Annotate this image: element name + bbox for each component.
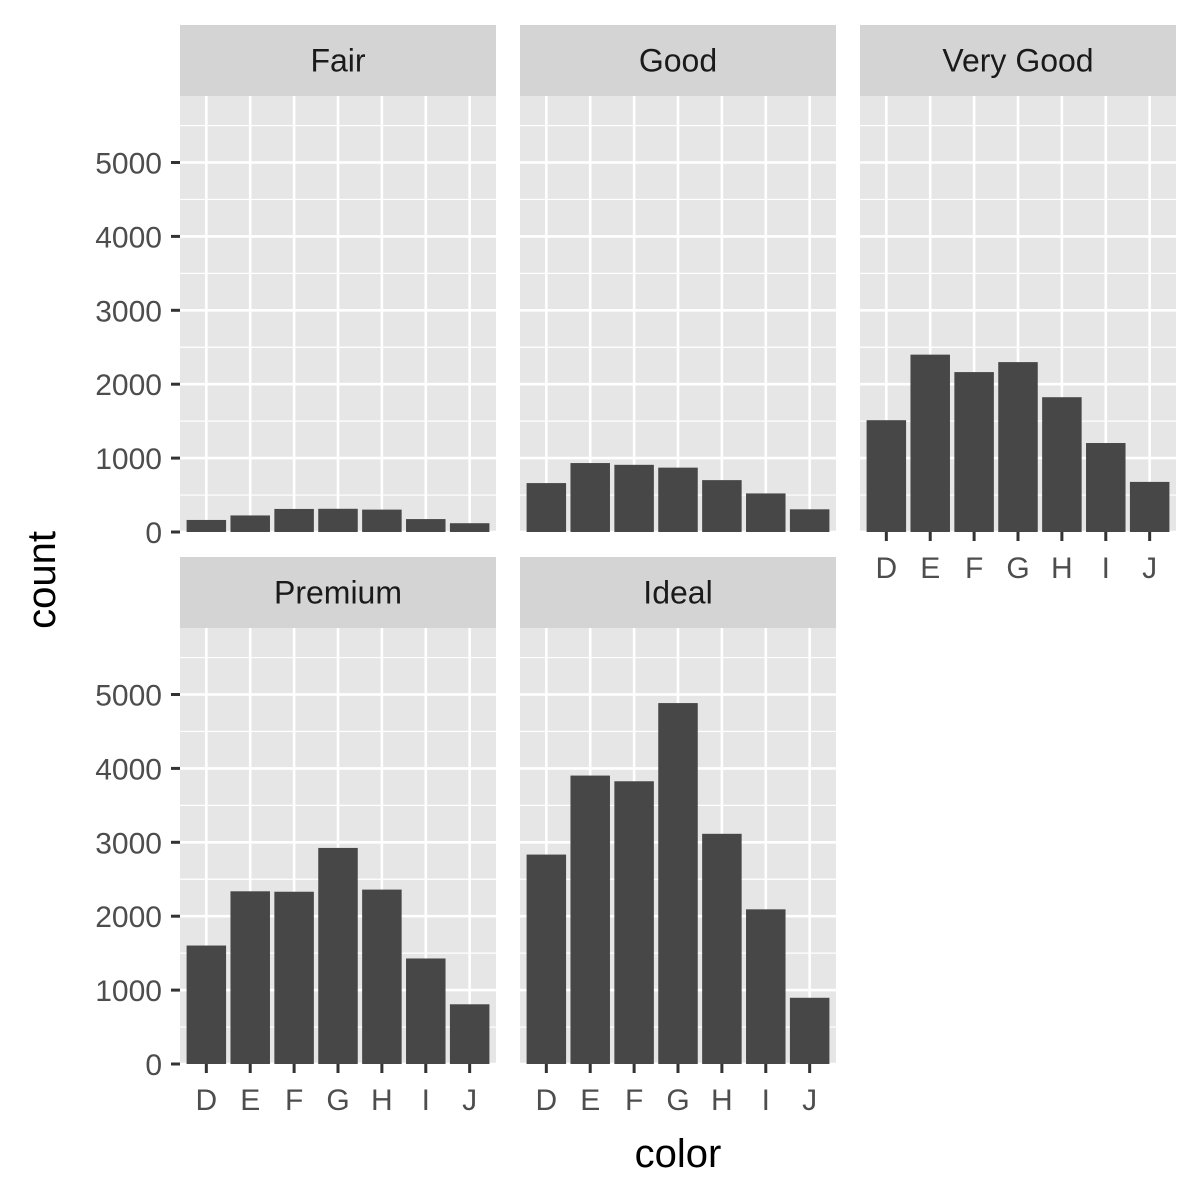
x-tick-label-h: H — [1051, 552, 1073, 585]
x-tick-label-h: H — [371, 1084, 393, 1117]
strip-label-very-good: Very Good — [942, 43, 1093, 79]
x-tick-label-g: G — [326, 1084, 349, 1117]
y-tick-label: 0 — [145, 1049, 162, 1082]
bar-ideal-i — [746, 909, 786, 1064]
bar-good-f — [614, 464, 654, 532]
x-tick-label-i: I — [762, 1084, 770, 1117]
x-tick-label-f: F — [965, 552, 983, 585]
y-axis-row-2: 0 1000 2000 3000 4000 5000 — [95, 680, 180, 1082]
y-tick-label: 4000 — [95, 753, 162, 786]
bar-ideal-j — [789, 997, 830, 1064]
y-tick-label: 5000 — [95, 680, 162, 713]
bar-good-j — [789, 509, 830, 532]
x-tick-label-f: F — [285, 1084, 303, 1117]
bar-very-good-f — [954, 372, 994, 532]
y-tick-label: 3000 — [95, 295, 162, 328]
bar-premium-e — [230, 891, 270, 1064]
y-axis-title: count — [20, 531, 64, 629]
panel-good: Good — [520, 25, 836, 534]
bar-good-i — [746, 493, 786, 532]
panel-premium: Premium — [180, 557, 496, 1066]
bar-premium-i — [406, 958, 446, 1064]
bar-very-good-j — [1129, 481, 1170, 532]
x-tick-label-i: I — [1102, 552, 1110, 585]
bar-premium-d — [186, 945, 227, 1064]
axes-layer: 0 1000 2000 3000 4000 5000 0 1000 2000 3000 4000 50… — [95, 148, 1157, 1117]
strip-label-good: Good — [639, 43, 717, 79]
y-tick-label: 0 — [145, 517, 162, 550]
bar-very-good-i — [1086, 443, 1126, 532]
y-tick-label: 1000 — [95, 443, 162, 476]
bar-fair-f — [274, 508, 314, 532]
strip-premium — [180, 557, 496, 628]
strip-label-ideal: Ideal — [643, 575, 712, 611]
strip-fair — [180, 25, 496, 96]
bar-very-good-h — [1042, 397, 1082, 532]
x-tick-label-e: E — [580, 1084, 600, 1117]
strip-ideal — [520, 557, 836, 628]
y-tick-label: 1000 — [95, 975, 162, 1008]
panel-fair: Fair — [180, 25, 496, 534]
bar-ideal-e — [570, 775, 610, 1064]
bar-good-d — [526, 483, 567, 532]
x-tick-label-e: E — [240, 1084, 260, 1117]
x-axis-title: color — [635, 1132, 722, 1176]
y-tick-label: 5000 — [95, 148, 162, 181]
bar-premium-g — [318, 847, 358, 1064]
bar-fair-g — [318, 508, 358, 532]
bar-ideal-g — [658, 703, 698, 1064]
y-tick-label: 2000 — [95, 901, 162, 934]
bar-fair-e — [230, 515, 270, 532]
bar-good-e — [570, 463, 610, 532]
x-tick-label-g: G — [666, 1084, 689, 1117]
bar-premium-h — [362, 889, 402, 1064]
strip-label-premium: Premium — [274, 575, 402, 611]
panels-layer: Fair Good Very Good Premium Ideal — [180, 25, 1176, 1066]
strip-very-good — [860, 25, 1176, 96]
bar-very-good-e — [910, 354, 950, 532]
x-tick-label-e: E — [920, 552, 940, 585]
x-tick-label-j: J — [802, 1084, 817, 1117]
bar-premium-j — [449, 1004, 490, 1064]
bar-premium-f — [274, 891, 314, 1064]
x-tick-label-h: H — [711, 1084, 733, 1117]
bar-fair-i — [406, 519, 446, 532]
bar-ideal-h — [702, 833, 742, 1064]
y-tick-label: 4000 — [95, 221, 162, 254]
x-tick-label-g: G — [1006, 552, 1029, 585]
x-tick-label-j: J — [1142, 552, 1157, 585]
bar-fair-j — [449, 523, 490, 532]
panel-very-good: Very Good — [860, 25, 1176, 534]
bar-good-g — [658, 467, 698, 532]
bar-good-h — [702, 480, 742, 532]
x-tick-label-d: D — [875, 552, 897, 585]
panel-ideal: Ideal — [520, 557, 836, 1066]
y-axis-row-1: 0 1000 2000 3000 4000 5000 — [95, 148, 180, 550]
bar-fair-h — [362, 509, 402, 532]
bar-ideal-f — [614, 781, 654, 1064]
x-tick-label-f: F — [625, 1084, 643, 1117]
bar-fair-d — [186, 519, 227, 532]
bar-very-good-g — [998, 362, 1038, 532]
bar-very-good-d — [866, 420, 907, 532]
y-tick-label: 3000 — [95, 827, 162, 860]
x-tick-label-j: J — [462, 1084, 477, 1117]
y-tick-label: 2000 — [95, 369, 162, 402]
x-tick-label-d: D — [195, 1084, 217, 1117]
x-tick-label-d: D — [535, 1084, 557, 1117]
strip-label-fair: Fair — [310, 43, 365, 79]
bar-ideal-d — [526, 854, 567, 1064]
x-tick-label-i: I — [422, 1084, 430, 1117]
strip-good — [520, 25, 836, 96]
